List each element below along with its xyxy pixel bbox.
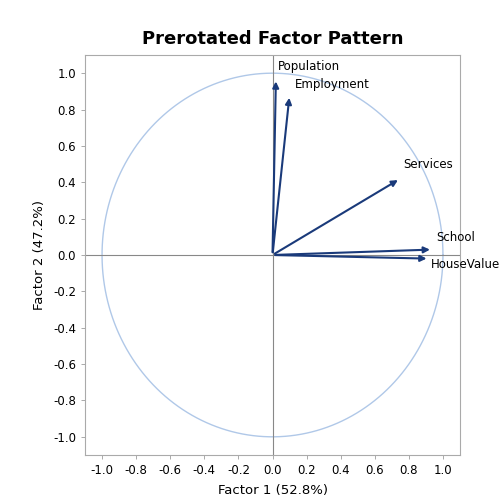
Text: HouseValue: HouseValue [431,258,500,272]
Text: School: School [436,231,475,244]
Title: Prerotated Factor Pattern: Prerotated Factor Pattern [142,30,403,48]
Text: Employment: Employment [294,78,370,92]
X-axis label: Factor 1 (52.8%): Factor 1 (52.8%) [218,484,328,497]
Y-axis label: Factor 2 (47.2%): Factor 2 (47.2%) [33,200,46,310]
Text: Services: Services [404,158,454,172]
Text: Population: Population [278,60,340,73]
